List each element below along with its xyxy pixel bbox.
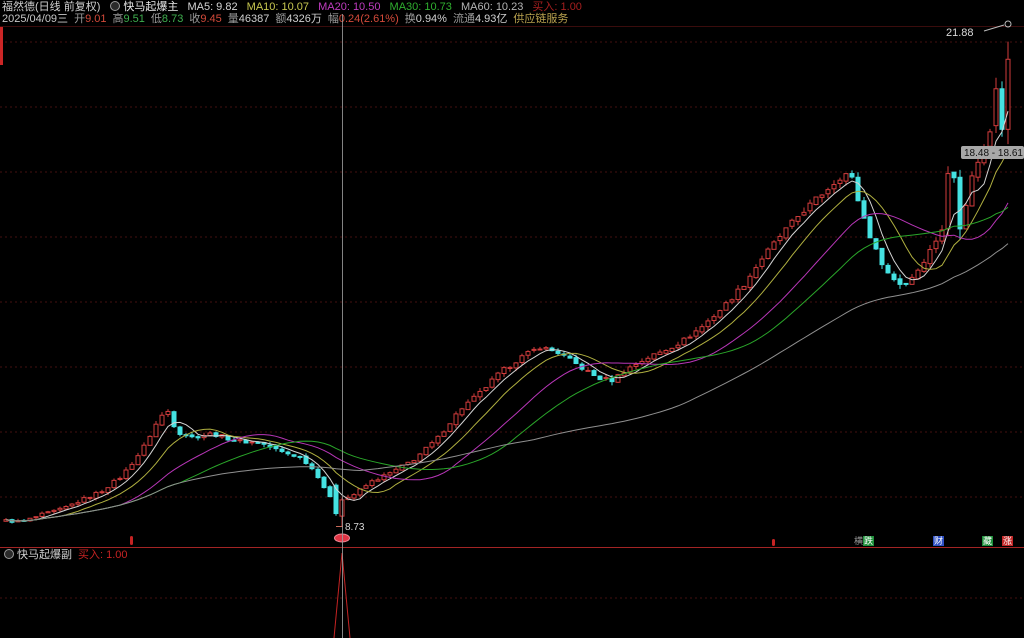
badge-横: 横	[854, 536, 864, 546]
sub-indicator-name: 快马起爆副	[17, 549, 72, 561]
crosshair-vertical-line	[342, 14, 343, 638]
field-量: 量46387	[227, 13, 270, 25]
field-收: 收9.45	[189, 13, 222, 25]
red-mark	[130, 536, 133, 545]
high-arrow	[983, 24, 1005, 32]
ohlc-fields: 开9.01 高9.51 低8.73 收9.45 量46387 额4326万 幅0.24(2.…	[74, 13, 513, 25]
ma20-line	[5, 202, 1009, 522]
field-流通: 流通4.93亿	[452, 13, 508, 25]
ma30-line	[5, 206, 1009, 522]
field-换: 换0.94%	[404, 13, 447, 25]
ma5-line	[5, 111, 1009, 522]
sub-buy-signal-value: 买入: 1.00	[78, 549, 128, 561]
gap-tag-label: 18.48 - 18.61	[964, 148, 1023, 159]
gap-tag	[961, 146, 1024, 159]
badge-涨: 涨	[1002, 536, 1014, 546]
field-开: 开9.01	[74, 13, 107, 25]
field-幅: 幅0.24(2.61%)	[327, 13, 399, 25]
main-indicator-name: 快马起爆主	[123, 1, 179, 13]
sector-tag[interactable]: 供应链服务	[513, 13, 569, 25]
badge-财: 财	[933, 536, 945, 546]
sub-indicator-icon[interactable]	[4, 549, 14, 559]
field-低: 低8.73	[150, 13, 184, 25]
ma20-legend: MA20: 10.50	[318, 1, 381, 13]
stock-title: 福然德(日线 前复权)	[2, 1, 101, 13]
left-edge-marker	[0, 27, 3, 65]
ma10-line	[5, 150, 1009, 522]
field-高: 高9.51	[112, 13, 145, 25]
info-bar: 2025/04/09三 开9.01 高9.51 低8.73 收9.45 量46387 额43…	[2, 13, 568, 25]
badge-跌: 跌	[863, 536, 875, 546]
badge-藏: 藏	[982, 536, 994, 546]
indicator-icon[interactable]	[110, 1, 121, 11]
high-arrow-circle	[1004, 20, 1012, 28]
ma10-legend: MA10: 10.07	[246, 1, 310, 13]
high-price-label: 21.88	[946, 27, 974, 39]
subpanel-header: 快马起爆副 买入: 1.00	[4, 549, 128, 561]
ma30-legend: MA30: 10.73	[389, 1, 452, 13]
ma5-legend: MA5: 9.82	[187, 1, 238, 13]
candles	[3, 41, 1011, 527]
header-line: 福然德(日线 前复权) 快马起爆主 MA5: 9.82 MA10: 10.07 M…	[2, 1, 588, 13]
date-label: 2025/04/09三	[2, 13, 69, 25]
low-price-label: 8.73	[345, 522, 365, 533]
field-额: 额4326万	[275, 13, 322, 25]
red-mark	[772, 539, 775, 546]
ma60-line	[5, 243, 1009, 522]
buy-signal-value: 买入: 1.00	[532, 1, 582, 13]
ma60-legend: MA60: 10.23	[460, 1, 524, 13]
